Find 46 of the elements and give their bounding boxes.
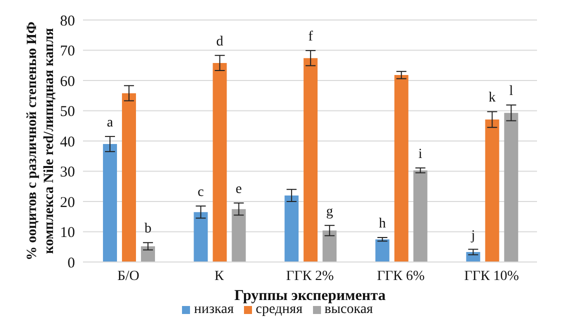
x-tick-label: К <box>214 268 225 284</box>
data-label: d <box>216 34 224 50</box>
y-tick-label: 70 <box>60 44 75 60</box>
bar <box>375 239 390 262</box>
y-tick-label: 10 <box>60 225 75 242</box>
x-tick-label: ГГК 10% <box>464 268 520 284</box>
y-tick-label: 80 <box>60 13 75 30</box>
bar <box>140 246 155 262</box>
data-label: j <box>470 228 476 244</box>
bar <box>194 212 208 262</box>
bar <box>212 62 227 262</box>
data-label: c <box>198 185 204 200</box>
data-label: k <box>488 90 496 106</box>
y-axis-title: % ооцитов с различной степенью ИФ комплекса Nile red/липидная капля <box>25 22 57 260</box>
data-label: f <box>308 30 314 45</box>
legend-label: высокая <box>324 302 373 317</box>
y-tick-label: 20 <box>60 194 75 211</box>
y-tick-label: 40 <box>60 134 75 150</box>
legend-label: средняя <box>256 302 303 317</box>
bar <box>485 120 500 262</box>
bar <box>284 195 299 262</box>
y-tick-label: 50 <box>60 104 75 120</box>
data-label: e <box>236 182 242 198</box>
bar <box>122 93 136 262</box>
data-label: h <box>378 216 386 232</box>
x-axis-title: Группы эксперимента <box>234 288 386 304</box>
y-tick-label: 30 <box>60 164 75 181</box>
x-tick-label: ГГК 2% <box>286 268 334 284</box>
bar <box>504 112 518 262</box>
bar <box>322 230 337 262</box>
bar <box>304 58 318 262</box>
data-label: g <box>326 204 334 220</box>
bar <box>232 209 246 262</box>
data-label: i <box>418 146 422 162</box>
bar <box>394 75 408 262</box>
bar <box>102 144 117 262</box>
x-tick-label: ГГК 6% <box>376 268 425 284</box>
x-tick-label: Б/О <box>117 268 140 284</box>
data-label: l <box>509 84 514 100</box>
y-tick-label: 60 <box>60 74 75 90</box>
y-tick-label: 0 <box>68 255 75 272</box>
legend-label: низкая <box>194 302 234 317</box>
data-label: a <box>106 115 114 130</box>
bar <box>413 170 428 262</box>
data-label: b <box>144 222 152 237</box>
bar <box>466 252 480 262</box>
